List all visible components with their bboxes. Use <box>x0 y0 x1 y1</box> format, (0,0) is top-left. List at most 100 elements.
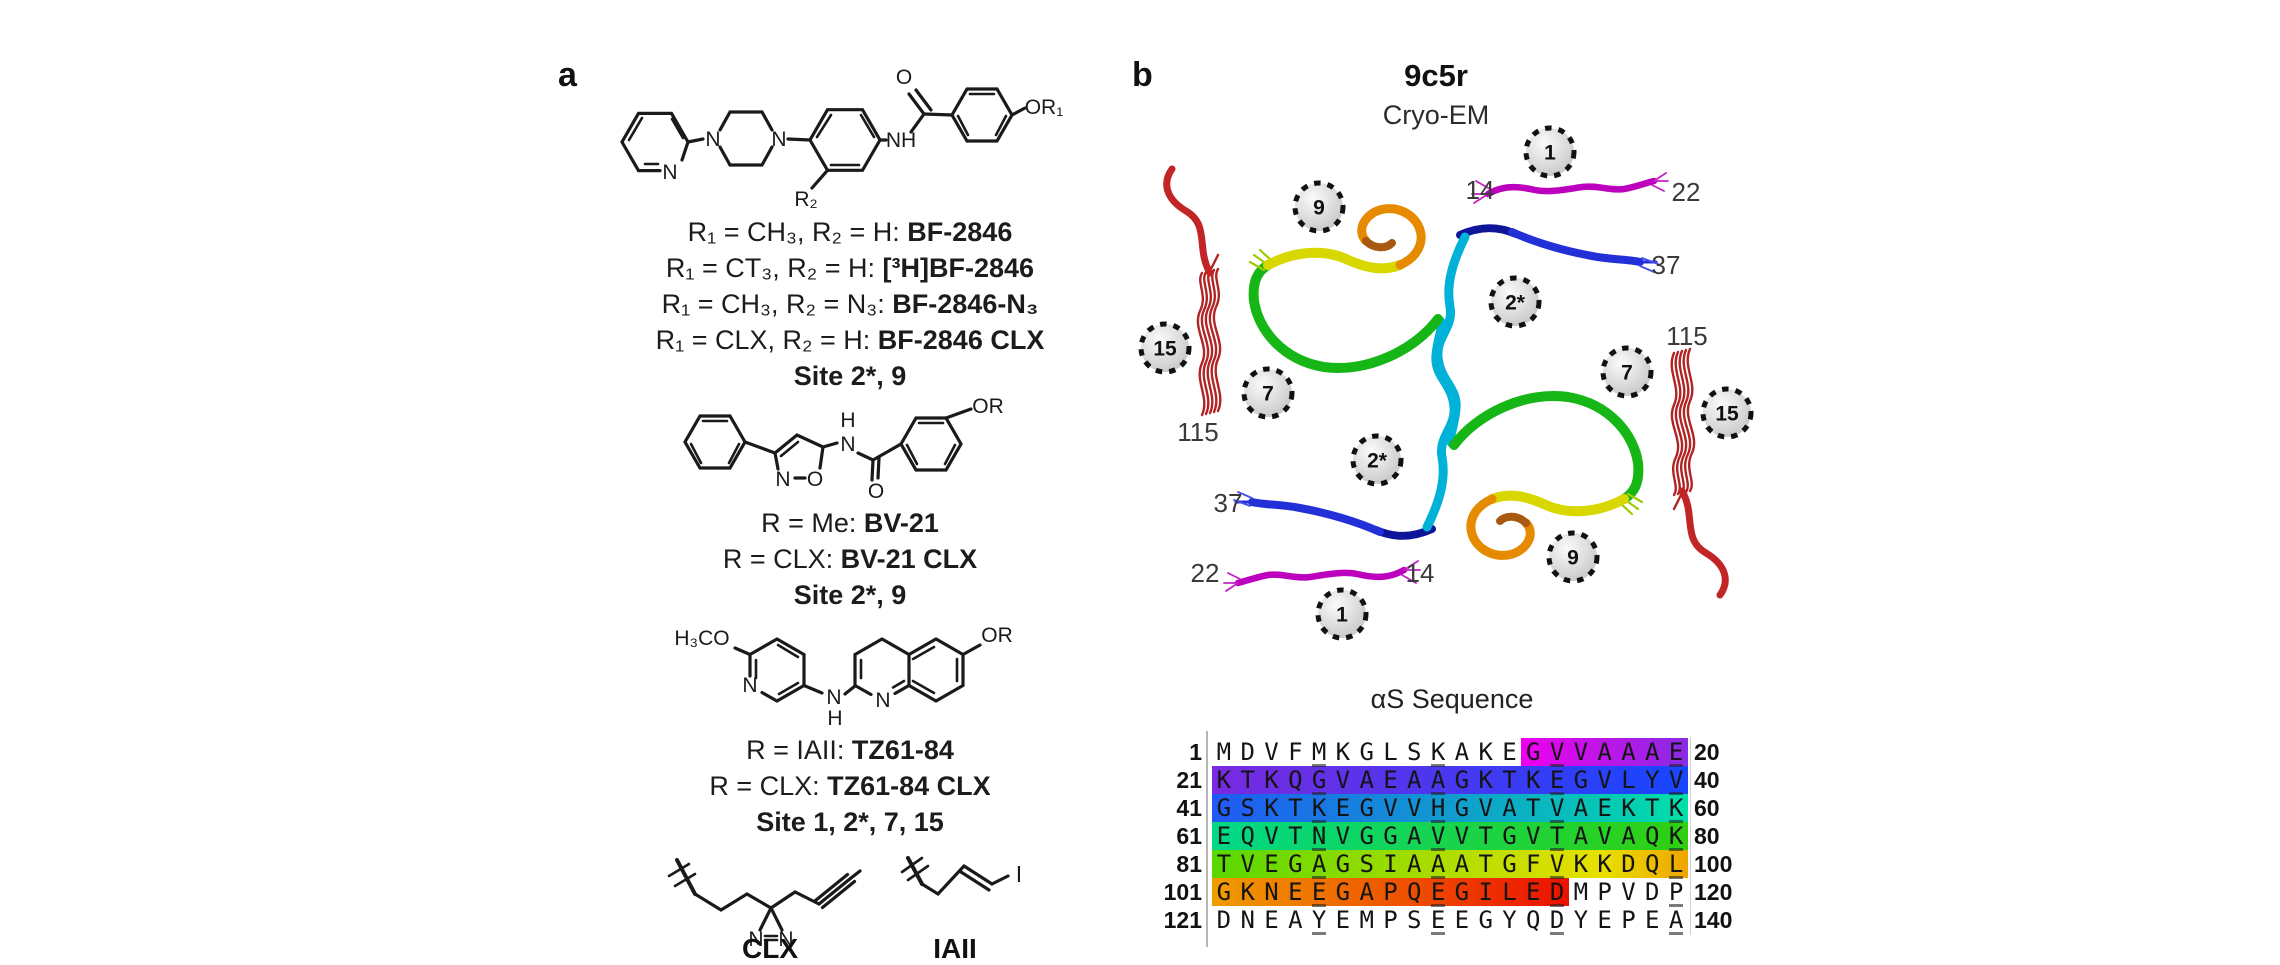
residue: G <box>1311 766 1327 795</box>
residue: M <box>1359 906 1374 934</box>
residue: F <box>1288 738 1303 766</box>
panel-b-label: b <box>1132 56 1153 94</box>
residue: D <box>1549 906 1565 935</box>
residue: D <box>1240 738 1255 766</box>
piperazine-n1-atom: N <box>705 128 720 151</box>
binding-site-badge: 1 <box>1315 587 1369 641</box>
compound-caption-line: Site 2*, 9 <box>793 361 907 391</box>
method-subtitle: Cryo-EM <box>1382 100 1490 130</box>
sequence-row: 21 K T K Q G V A E A A G K T K E G V L Y V 40 <box>1146 766 1764 795</box>
sequence-left-rule <box>1206 731 1208 947</box>
residue: A <box>1621 738 1636 766</box>
residue: P <box>1383 906 1398 934</box>
isoxazole-n-atom: N <box>775 468 790 491</box>
sequence-row: 1 M D V F M K G L S K A K E G V V A A A E 20 <box>1146 738 1764 767</box>
binding-site-number: 7 <box>1621 362 1633 385</box>
residue: N <box>1311 822 1327 851</box>
residue: V <box>1573 738 1589 766</box>
binding-site-number: 15 <box>1715 403 1739 426</box>
residue: K <box>1335 738 1351 766</box>
row-start-number: 81 <box>1176 851 1202 877</box>
residue: G <box>1335 850 1351 878</box>
residue: V <box>1549 738 1565 767</box>
panel-a-label: a <box>558 56 577 94</box>
row-start-number: 101 <box>1163 879 1202 905</box>
sequence-highlight <box>1212 766 1688 794</box>
binding-site-badge: 7 <box>1600 345 1654 399</box>
residue: L <box>1502 878 1517 906</box>
residue: Y <box>1502 906 1517 934</box>
residue: A <box>1573 822 1589 850</box>
residue: K <box>1264 794 1279 822</box>
row-start-number: 21 <box>1176 767 1202 793</box>
residue-number-label: 14 <box>1466 175 1495 205</box>
as-sequence-table: 1 M D V F M K G L S K A K E G V V A A A E 20 21 K T K Q G V A E A A G K T K E… <box>1146 738 1764 935</box>
sequence-row: 41 G S K T K E G V V H G V A T V A E K T K 60 <box>1146 794 1764 823</box>
row-end-number: 120 <box>1694 879 1733 905</box>
residue: E <box>1288 878 1303 906</box>
residue: E <box>1454 906 1470 934</box>
residue: D <box>1549 878 1565 907</box>
residue: A <box>1621 822 1636 850</box>
residue: E <box>1430 906 1446 935</box>
residue: T <box>1502 766 1517 794</box>
clx-fragment-structure: N N <box>667 858 862 950</box>
residue: P <box>1621 906 1636 934</box>
binding-site-number: 15 <box>1153 338 1177 361</box>
residue: N <box>1264 878 1279 906</box>
compound-caption-line: Site 1, 2*, 7, 15 <box>756 807 944 837</box>
row-end-number: 20 <box>1694 739 1720 765</box>
residue: E <box>1430 878 1446 907</box>
residue: P <box>1383 878 1398 906</box>
residue: T <box>1288 822 1303 850</box>
residue: G <box>1454 766 1470 794</box>
residue: V <box>1597 766 1612 794</box>
residue: G <box>1454 878 1470 906</box>
residue: D <box>1645 878 1660 906</box>
residue: Q <box>1240 822 1255 850</box>
sequence-highlight <box>1212 878 1569 906</box>
residue: V <box>1621 878 1636 906</box>
residue: K <box>1668 822 1684 851</box>
residue: I <box>1478 878 1493 906</box>
residue: K <box>1311 794 1327 823</box>
bv-21-structure: N O H N O OR <box>683 395 1004 503</box>
compound-caption-line: R = IAII: TZ61-84 <box>746 735 954 765</box>
residue: P <box>1668 878 1684 907</box>
iaii-label: IAII <box>933 933 977 964</box>
cryo-em-fibril-figure: 14 22 37 115 115 37 22 14 9 1 2* 15 7 7 15 2* 1 9 <box>1138 125 1754 641</box>
residue: E <box>1526 878 1541 906</box>
residue: V <box>1264 738 1279 766</box>
iaii-fragment-structure: I <box>900 856 1022 897</box>
residue: A <box>1454 738 1470 766</box>
residue: F <box>1526 850 1541 878</box>
binding-site-number: 2* <box>1367 450 1388 473</box>
residue: E <box>1597 794 1612 822</box>
residue: T <box>1645 794 1660 822</box>
row-start-number: 41 <box>1176 795 1202 821</box>
residue-number-label: 14 <box>1406 558 1435 588</box>
quinoline-n-atom: N <box>875 689 890 712</box>
residue: G <box>1454 794 1470 822</box>
residue: S <box>1240 794 1255 822</box>
residue: T <box>1526 794 1541 822</box>
methoxy-group: H₃CO <box>674 627 729 650</box>
or-group: OR <box>972 395 1004 418</box>
residue: V <box>1407 794 1422 822</box>
compound-caption-line: R₁ = CH₃, R₂ = H: BF-2846 <box>687 217 1013 247</box>
residue: E <box>1668 738 1684 767</box>
sequence-row: 81 T V E G A G S I A A A T G F V K K D Q L 100 <box>1146 850 1764 879</box>
residue: A <box>1502 794 1517 822</box>
residue-number-label: 115 <box>1666 321 1707 351</box>
residue: V <box>1549 794 1565 823</box>
binding-site-badge: 9 <box>1546 530 1600 584</box>
binding-site-badge: 15 <box>1700 386 1754 440</box>
row-start-number: 1 <box>1189 739 1202 765</box>
compound-caption-line: R = CLX: TZ61-84 CLX <box>709 771 991 801</box>
residue: I <box>1383 850 1398 878</box>
carbonyl-o: O <box>896 66 912 89</box>
compound-caption-line: R₁ = CLX, R₂ = H: BF-2846 CLX <box>655 325 1045 355</box>
sequence-row: 101 G K N E E G A P Q E G I L E D M P V D P 120 <box>1146 878 1764 907</box>
residue: V <box>1335 766 1351 794</box>
residue-number-label: 115 <box>1177 417 1218 447</box>
